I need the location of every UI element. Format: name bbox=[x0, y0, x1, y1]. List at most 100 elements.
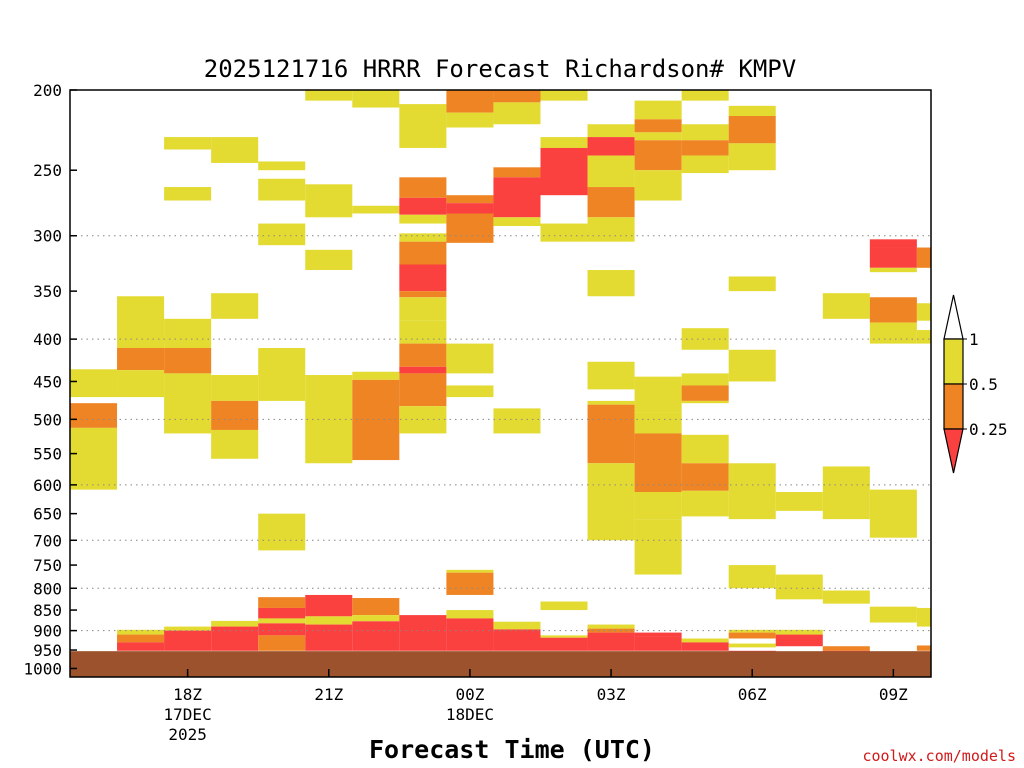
ri-cell-orange bbox=[681, 385, 729, 401]
ri-cell-yellow bbox=[258, 223, 306, 246]
colorbar-label: 0.25 bbox=[969, 420, 1008, 439]
ri-cell-yellow bbox=[822, 590, 870, 604]
ri-cell-yellow bbox=[258, 618, 306, 624]
ri-cell-yellow bbox=[916, 330, 931, 344]
colorbar-top-arrow bbox=[943, 294, 964, 340]
ri-cell-yellow bbox=[869, 267, 917, 273]
ri-cell-orange bbox=[258, 597, 306, 608]
ri-cell-yellow bbox=[728, 643, 776, 648]
ri-cell-yellow bbox=[822, 293, 870, 319]
ri-cell-yellow bbox=[164, 187, 212, 201]
ri-cell-yellow bbox=[634, 170, 682, 201]
ri-cell-red bbox=[540, 637, 588, 651]
plot-area bbox=[70, 90, 931, 656]
ri-cell-red bbox=[399, 366, 447, 374]
colorbar-orange-box bbox=[943, 383, 964, 430]
ri-cell-yellow bbox=[446, 569, 494, 573]
ri-cell-yellow bbox=[587, 361, 635, 390]
ri-cell-red bbox=[634, 632, 682, 637]
ri-cell-red bbox=[493, 629, 541, 651]
ri-cell-yellow bbox=[117, 296, 165, 349]
ri-cell-orange bbox=[916, 247, 931, 268]
colorbar-yellow-box bbox=[943, 338, 964, 385]
ri-cell-yellow bbox=[540, 601, 588, 611]
ri-cell-orange bbox=[399, 373, 447, 407]
ri-cell-orange bbox=[634, 140, 682, 171]
x-tick-label: 03Z bbox=[597, 685, 626, 704]
ri-cell-yellow bbox=[399, 233, 447, 242]
ri-cell-yellow bbox=[681, 328, 729, 350]
ri-cell-yellow bbox=[164, 137, 212, 150]
x-tick-label: 21Z bbox=[314, 685, 343, 704]
ri-cell-yellow bbox=[70, 427, 118, 490]
y-tick-label: 250 bbox=[33, 161, 62, 180]
ri-cell-red bbox=[399, 197, 447, 215]
ri-cell-orange bbox=[681, 140, 729, 156]
ri-cell-red bbox=[117, 642, 165, 651]
ri-cell-yellow bbox=[587, 124, 635, 138]
ri-cell-yellow bbox=[728, 276, 776, 292]
ri-cell-yellow bbox=[728, 463, 776, 520]
ri-cell-yellow bbox=[258, 513, 306, 551]
ri-cell-orange bbox=[587, 404, 635, 464]
ri-cell-yellow bbox=[728, 349, 776, 382]
y-tick-label: 800 bbox=[33, 579, 62, 598]
credit-link[interactable]: coolwx.com/models bbox=[862, 747, 1016, 765]
ri-cell-orange bbox=[70, 403, 118, 428]
ri-cell-orange bbox=[587, 187, 635, 218]
ri-cell-yellow bbox=[634, 132, 682, 141]
y-tick-label: 850 bbox=[33, 601, 62, 620]
ri-cell-red bbox=[540, 147, 588, 196]
ri-cell-red bbox=[399, 264, 447, 292]
ri-cell-orange bbox=[916, 645, 931, 651]
ri-cell-orange bbox=[211, 400, 259, 430]
ri-cell-orange bbox=[117, 634, 165, 643]
ri-cell-yellow bbox=[634, 491, 682, 520]
ri-cell-yellow bbox=[634, 412, 682, 434]
ri-cell-orange bbox=[352, 598, 400, 616]
ri-cell-red bbox=[446, 203, 494, 214]
ri-cell-orange bbox=[446, 195, 494, 204]
ri-cell-orange bbox=[399, 343, 447, 367]
y-tick-label: 950 bbox=[33, 641, 62, 660]
ri-cell-yellow bbox=[587, 217, 635, 242]
ri-cell-yellow bbox=[211, 137, 259, 163]
y-tick-label: 750 bbox=[33, 556, 62, 575]
y-tick-label: 900 bbox=[33, 622, 62, 641]
ri-cell-red bbox=[869, 239, 917, 248]
ri-cell-red bbox=[305, 624, 353, 651]
ri-cell-yellow bbox=[117, 370, 165, 398]
y-tick-label: 600 bbox=[33, 476, 62, 495]
ri-cell-red bbox=[587, 137, 635, 156]
colorbar-legend: 1 0.5 0.25 bbox=[943, 294, 1008, 474]
y-tick-label: 450 bbox=[33, 372, 62, 391]
ri-cell-red bbox=[681, 642, 729, 651]
ri-cell-orange bbox=[822, 646, 870, 651]
ground-fill bbox=[70, 651, 931, 677]
ri-cell-yellow bbox=[352, 90, 400, 108]
ri-cell-red bbox=[211, 626, 259, 651]
ri-cell-yellow bbox=[634, 100, 682, 120]
ri-cell-yellow bbox=[775, 491, 823, 511]
ri-cell-yellow bbox=[164, 626, 212, 631]
ri-cell-orange bbox=[587, 628, 635, 633]
ri-cell-yellow bbox=[399, 320, 447, 344]
ri-cell-yellow bbox=[211, 375, 259, 401]
ri-cell-yellow bbox=[681, 400, 729, 404]
chart-title: 2025121716 HRRR Forecast Richardson# KMP… bbox=[204, 55, 796, 83]
ri-cell-yellow bbox=[587, 400, 635, 405]
ri-cell-orange bbox=[399, 291, 447, 298]
ri-cell-orange bbox=[681, 463, 729, 491]
ri-cell-yellow bbox=[211, 620, 259, 627]
ri-cell-yellow bbox=[258, 178, 306, 201]
ri-cell-yellow bbox=[681, 490, 729, 517]
ri-cell-yellow bbox=[728, 143, 776, 171]
colorbar-bottom-arrow bbox=[943, 428, 964, 474]
ri-cell-yellow bbox=[399, 214, 447, 224]
ri-cell-yellow bbox=[305, 184, 353, 218]
ri-cell-yellow bbox=[681, 155, 729, 174]
x-tick-label: 00Z bbox=[455, 685, 484, 704]
ri-cell-yellow bbox=[493, 102, 541, 125]
